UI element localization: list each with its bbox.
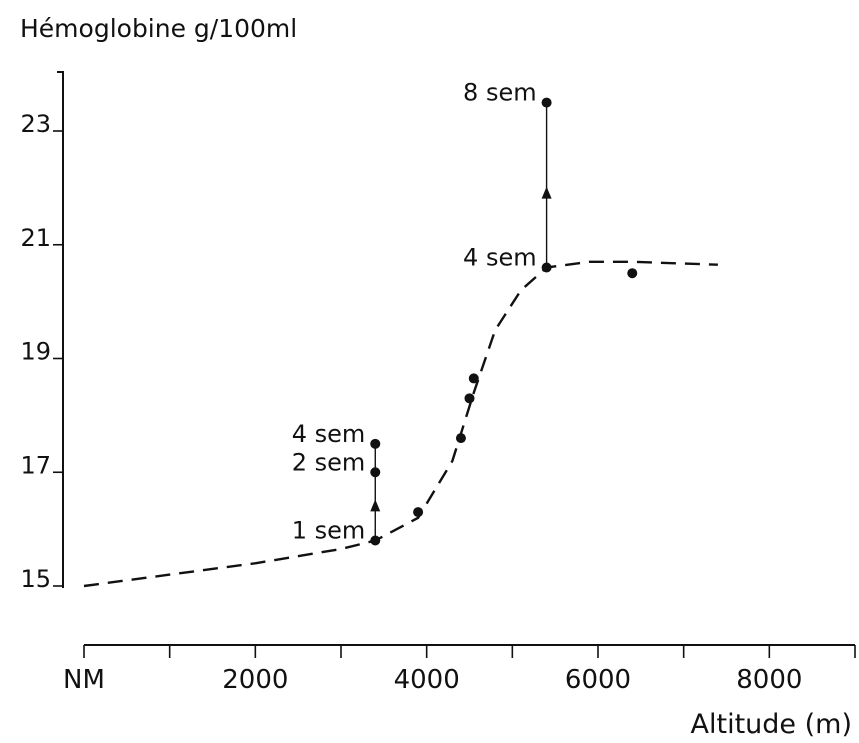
x-tick-label: NM [63,665,105,695]
data-point [627,268,638,279]
y-tick-label: 23 [20,110,51,138]
y-tick-label: 21 [20,224,51,252]
x-tick-label: 8000 [736,665,802,695]
data-point [370,535,381,546]
data-point [468,373,479,384]
hemoglobin-dashed-curve [83,260,718,588]
x-tick-label: 2000 [222,665,288,695]
data-point [370,438,381,449]
axis-ticks: NM 2000 4000 6000 8000 15 17 19 21 23 [20,110,856,695]
measurement-arrows [370,102,552,541]
y-tick-label: 19 [20,338,51,366]
y-axis-title: Hémoglobine g/100ml [20,14,297,43]
y-tick-label: 17 [20,451,51,479]
data-point [370,467,381,478]
data-point [455,433,466,444]
x-tick-label: 6000 [565,665,631,695]
data-point [413,507,424,518]
point-label: 1 sem [292,517,366,545]
point-label: 2 sem [292,448,366,476]
point-label: 8 sem [463,79,537,107]
point-label: 4 sem [463,244,537,272]
data-point [541,262,552,273]
y-axis-line [57,71,64,588]
x-axis-title: Altitude (m) [691,709,852,740]
arrow-head [541,186,552,199]
arrow-head [370,499,381,512]
x-tick-label: 4000 [394,665,460,695]
point-label: 4 sem [292,420,366,448]
y-tick-label: 15 [20,565,51,593]
data-point [464,393,475,404]
data-point [541,97,552,108]
